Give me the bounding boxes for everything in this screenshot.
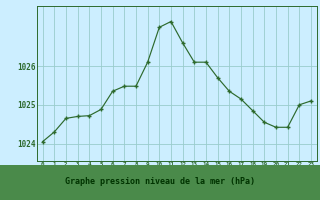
- Text: Graphe pression niveau de la mer (hPa): Graphe pression niveau de la mer (hPa): [65, 177, 255, 186]
